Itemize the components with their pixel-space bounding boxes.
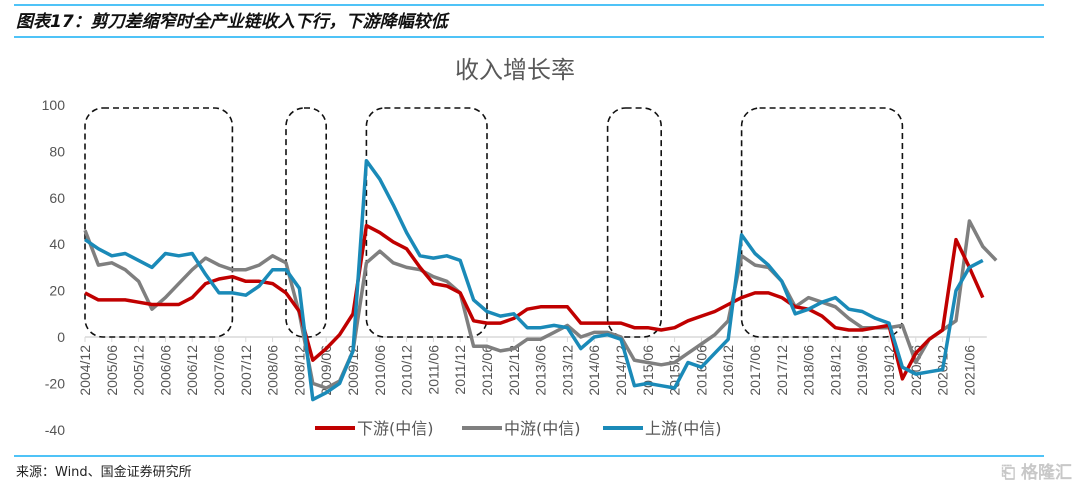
x-tick-label: 2016/06: [693, 345, 709, 396]
dashed-highlight-box: [606, 107, 662, 338]
x-tick-label: 2009/06: [318, 345, 334, 396]
dashed-highlight-box: [84, 107, 234, 338]
x-tick-label: 2007/12: [238, 345, 254, 396]
x-tick-label: 2019/12: [881, 345, 897, 396]
x-tick-label: 2012/12: [506, 345, 522, 396]
x-tick-label: 2018/12: [827, 345, 843, 396]
x-tick-label: 2015/06: [640, 345, 656, 396]
x-tick-label: 2011/12: [452, 345, 468, 395]
x-tick-label: 2007/06: [211, 345, 227, 396]
source-note: 来源：Wind、国金证券研究所: [16, 465, 192, 480]
x-tick-label: 2004/12: [77, 345, 93, 396]
x-tick-label: 2008/12: [291, 345, 307, 396]
y-tick-label: 0: [57, 329, 65, 345]
x-tick-label: 2011/06: [425, 345, 441, 395]
chart-title: 收入增长率: [455, 56, 575, 84]
bottom-rule: [14, 455, 1044, 457]
legend-label: 上游(中信): [645, 419, 722, 438]
x-tick-label: 2013/12: [559, 345, 575, 396]
y-tick-label: 80: [49, 143, 65, 159]
x-tick-label: 2017/06: [747, 345, 763, 396]
y-tick-label: -40: [45, 422, 65, 438]
x-tick-label: 2010/06: [372, 345, 388, 396]
x-tick-label: 2006/06: [157, 345, 173, 396]
legend: 下游(中信) 中游(中信) 上游(中信): [315, 419, 722, 438]
x-tick-label: 2019/06: [854, 345, 870, 396]
watermark-logo: ⎗ 格隆汇: [1001, 463, 1072, 483]
dashed-highlight-box: [365, 107, 488, 338]
x-tick-label: 2010/12: [399, 345, 415, 396]
y-tick-label: 20: [49, 283, 65, 299]
series-lines: [83, 158, 998, 402]
x-tick-label: 2005/06: [104, 345, 120, 396]
x-tick-label: 2008/06: [265, 345, 281, 396]
top-rule: [14, 4, 1044, 6]
x-tick-label: 2013/06: [533, 345, 549, 396]
x-axis: 2004/12 2005/06 2005/12 2006/06 2006/12 2007/…: [77, 336, 987, 396]
y-tick-label: 40: [49, 236, 65, 252]
x-tick-label: 2012/06: [479, 345, 495, 396]
dashed-highlight-box: [740, 107, 904, 338]
figure-title: 图表17：剪刀差缩窄时全产业链收入下行，下游降幅较低: [16, 12, 448, 32]
x-tick-label: 2016/12: [720, 345, 736, 396]
series-line-2: [84, 158, 984, 402]
x-tick-label: 2014/06: [586, 345, 602, 396]
legend-label: 下游(中信): [357, 419, 434, 438]
y-tick-label: -20: [45, 375, 65, 391]
annotation-boxes: [84, 107, 904, 338]
x-tick-label: 2006/12: [184, 345, 200, 396]
y-tick-label: 100: [42, 97, 66, 113]
y-axis: -40 -20 0 20 40 60 80 100: [42, 97, 66, 438]
y-tick-label: 60: [49, 190, 65, 206]
x-tick-label: 2021/06: [961, 345, 977, 396]
x-tick-label: 2018/06: [801, 345, 817, 396]
x-tick-label: 2017/12: [774, 345, 790, 396]
x-tick-label: 2005/12: [131, 345, 147, 396]
title-rule: [14, 36, 1044, 38]
legend-label: 中游(中信): [504, 419, 581, 438]
series-line-0: [84, 223, 985, 381]
